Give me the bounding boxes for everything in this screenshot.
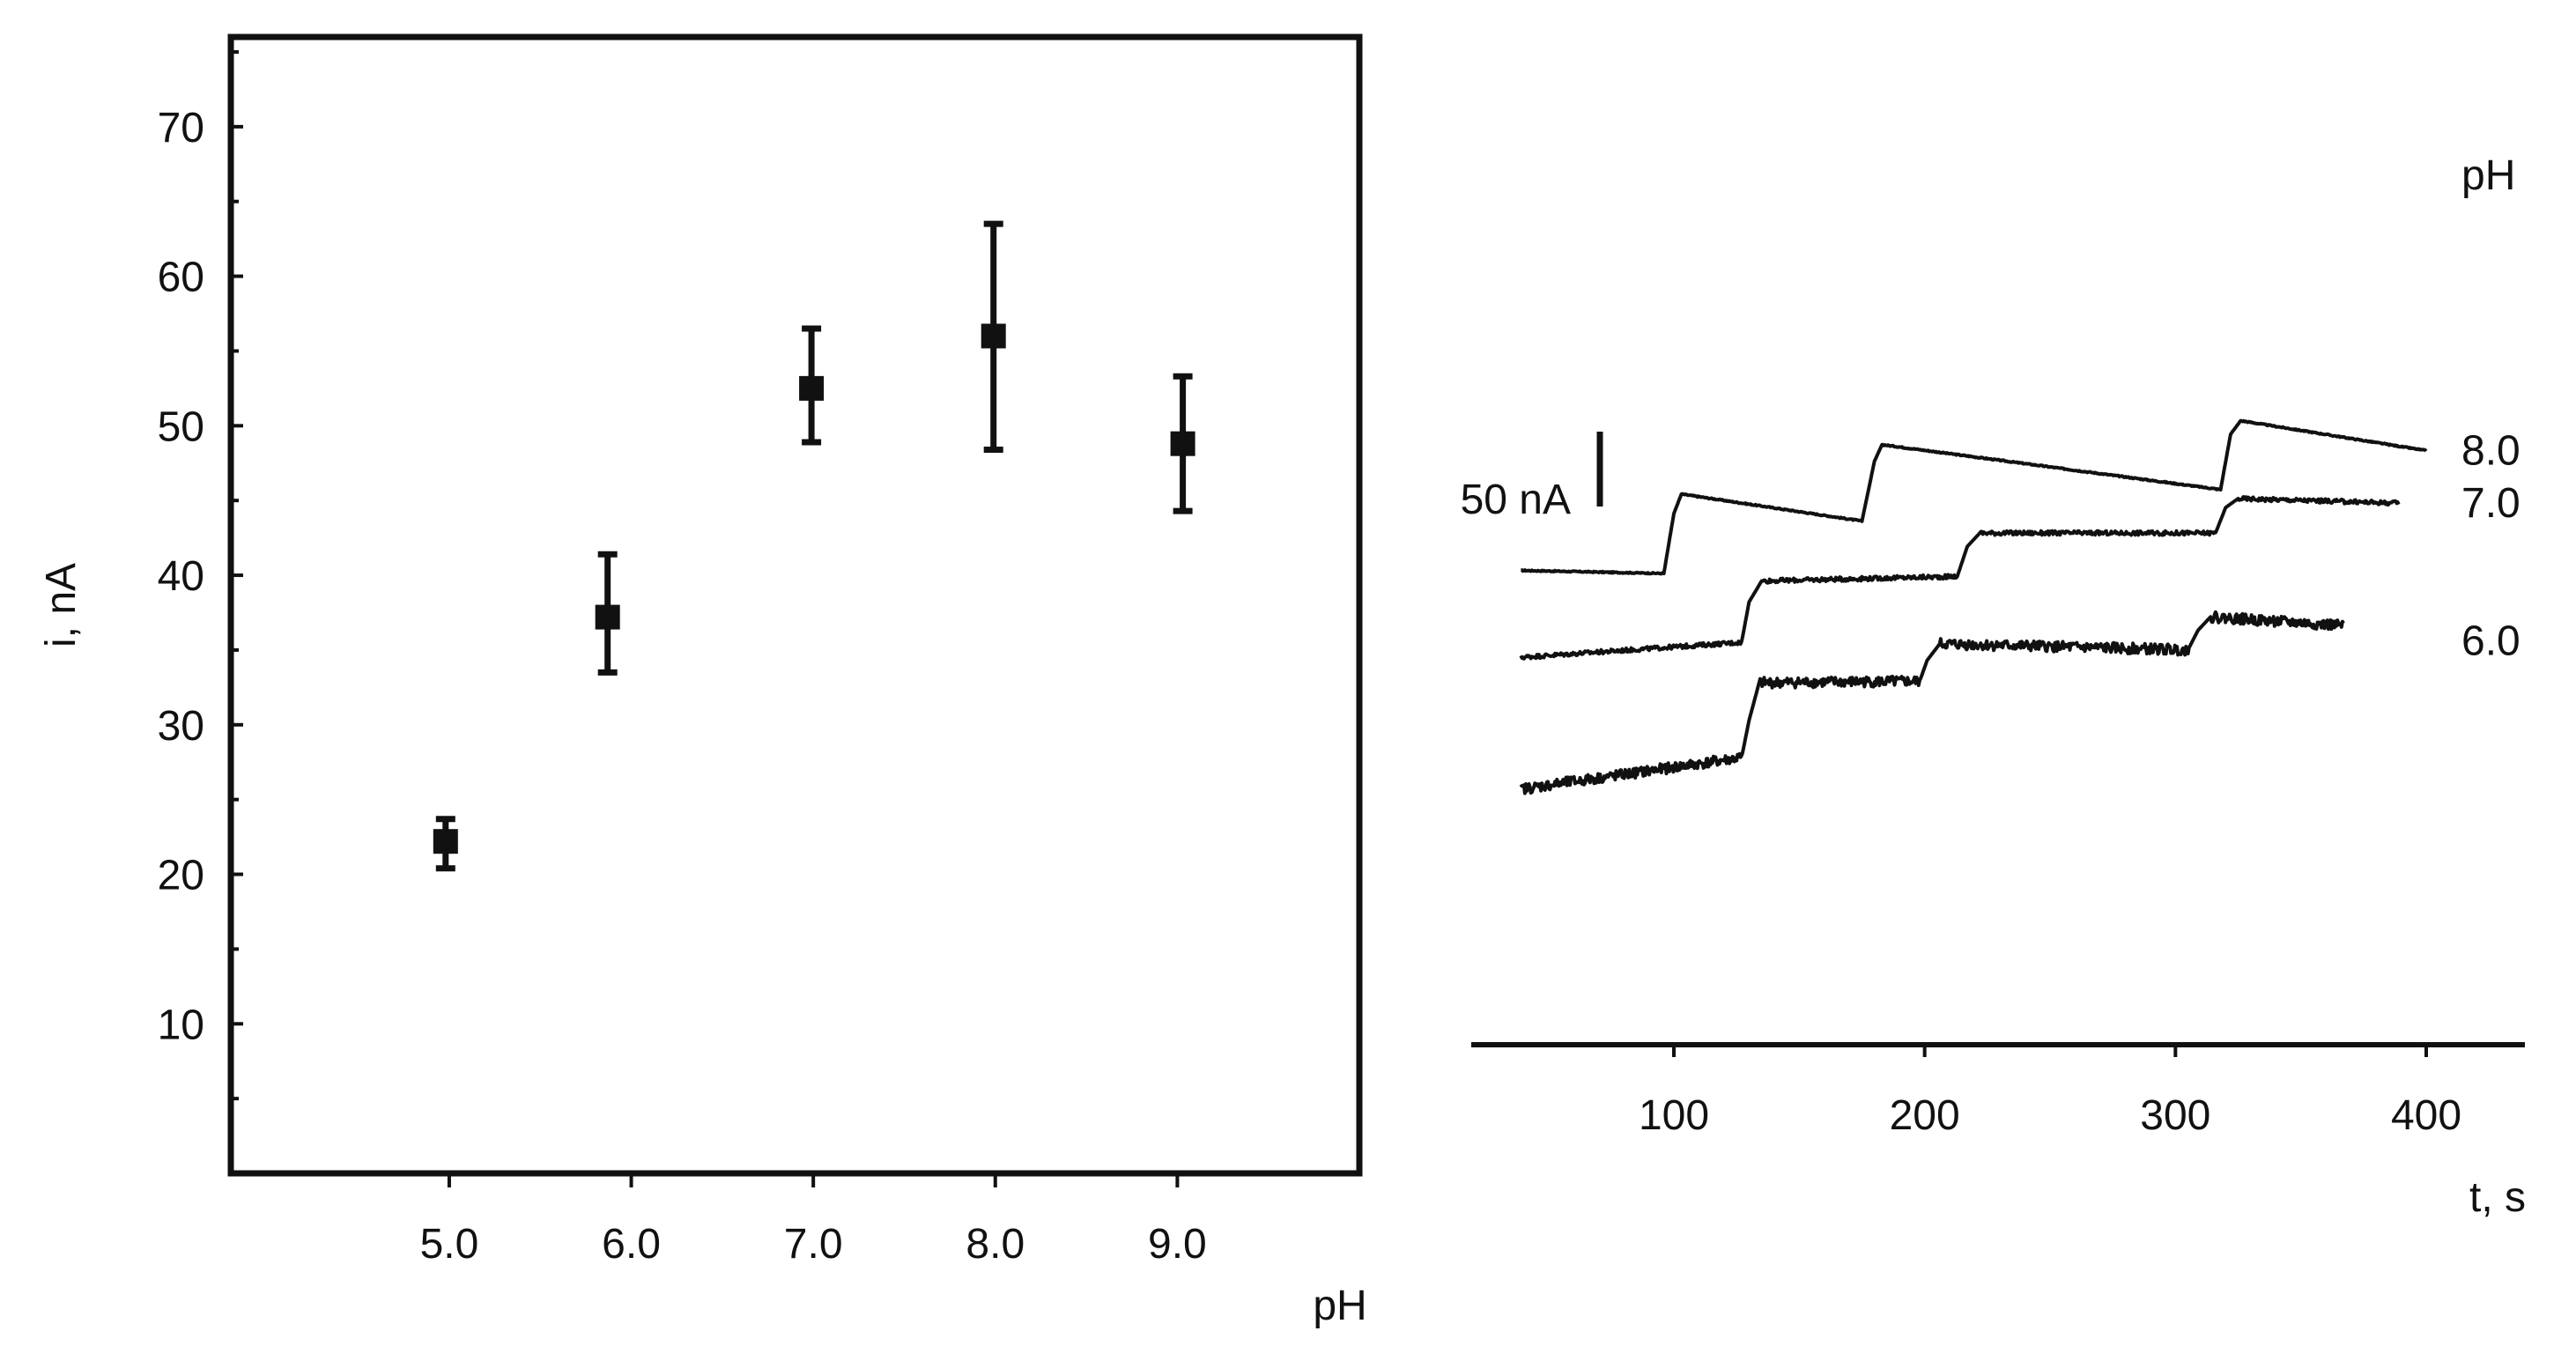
trace-label: 8.0: [2461, 428, 2520, 475]
data-point: [595, 604, 620, 630]
x-axis-label: t, s: [2469, 1174, 2526, 1221]
x-tick-label: 200: [1890, 1092, 1960, 1139]
trace-line: [1519, 495, 2401, 661]
y-tick-label: 70: [158, 105, 204, 152]
y-tick-label: 40: [158, 553, 204, 600]
y-tick-label: 30: [158, 703, 204, 750]
x-tick-label: 100: [1639, 1092, 1709, 1139]
plot-frame: [227, 33, 1363, 1177]
x-tick-label: 5.0: [420, 1221, 479, 1268]
data-point: [981, 323, 1006, 349]
trace-label: 6.0: [2461, 618, 2520, 665]
x-tick-label: 7.0: [784, 1221, 843, 1268]
y-tick-label: 10: [158, 1002, 204, 1048]
x-tick-label: 6.0: [602, 1221, 661, 1268]
x-ticks: 5.0 6.0 7.0 8.0 9.0: [420, 1173, 1207, 1268]
x-ticks: 100 200 300 400: [1639, 1045, 2461, 1139]
trace-line: [1520, 418, 2428, 576]
y-tick-label: 50: [158, 403, 204, 450]
scatter-panel: 10 20 30 40 50 60 70 5.0 6.0 7.0 8.0 9.0 i, nA pH: [38, 33, 1367, 1329]
x-axis-label: pH: [1313, 1283, 1366, 1329]
trace-panel: 100 200 300 400 8.0 7.0 6.0 pH 50 nA t, s: [1461, 152, 2526, 1221]
data-point: [799, 375, 825, 401]
legend-title: pH: [2461, 152, 2515, 199]
data-point: [433, 829, 458, 854]
scale-bar-label: 50 nA: [1461, 477, 1571, 523]
trace-labels: 8.0 7.0 6.0: [2461, 428, 2520, 665]
data-points: [433, 323, 1195, 854]
x-tick-label: 400: [2391, 1092, 2461, 1139]
trace-label: 7.0: [2461, 480, 2520, 527]
y-axis-label: i, nA: [38, 563, 85, 647]
x-tick-label: 300: [2140, 1092, 2210, 1139]
error-bars: [435, 220, 1193, 872]
data-point: [1170, 431, 1195, 456]
x-tick-label: 9.0: [1148, 1221, 1207, 1268]
traces: [1519, 418, 2428, 795]
y-tick-label: 60: [158, 255, 204, 301]
y-ticks: 10 20 30 40 50 60 70: [158, 49, 243, 1101]
x-tick-label: 8.0: [966, 1221, 1025, 1268]
y-tick-label: 20: [158, 853, 204, 899]
trace-line: [1519, 610, 2345, 795]
